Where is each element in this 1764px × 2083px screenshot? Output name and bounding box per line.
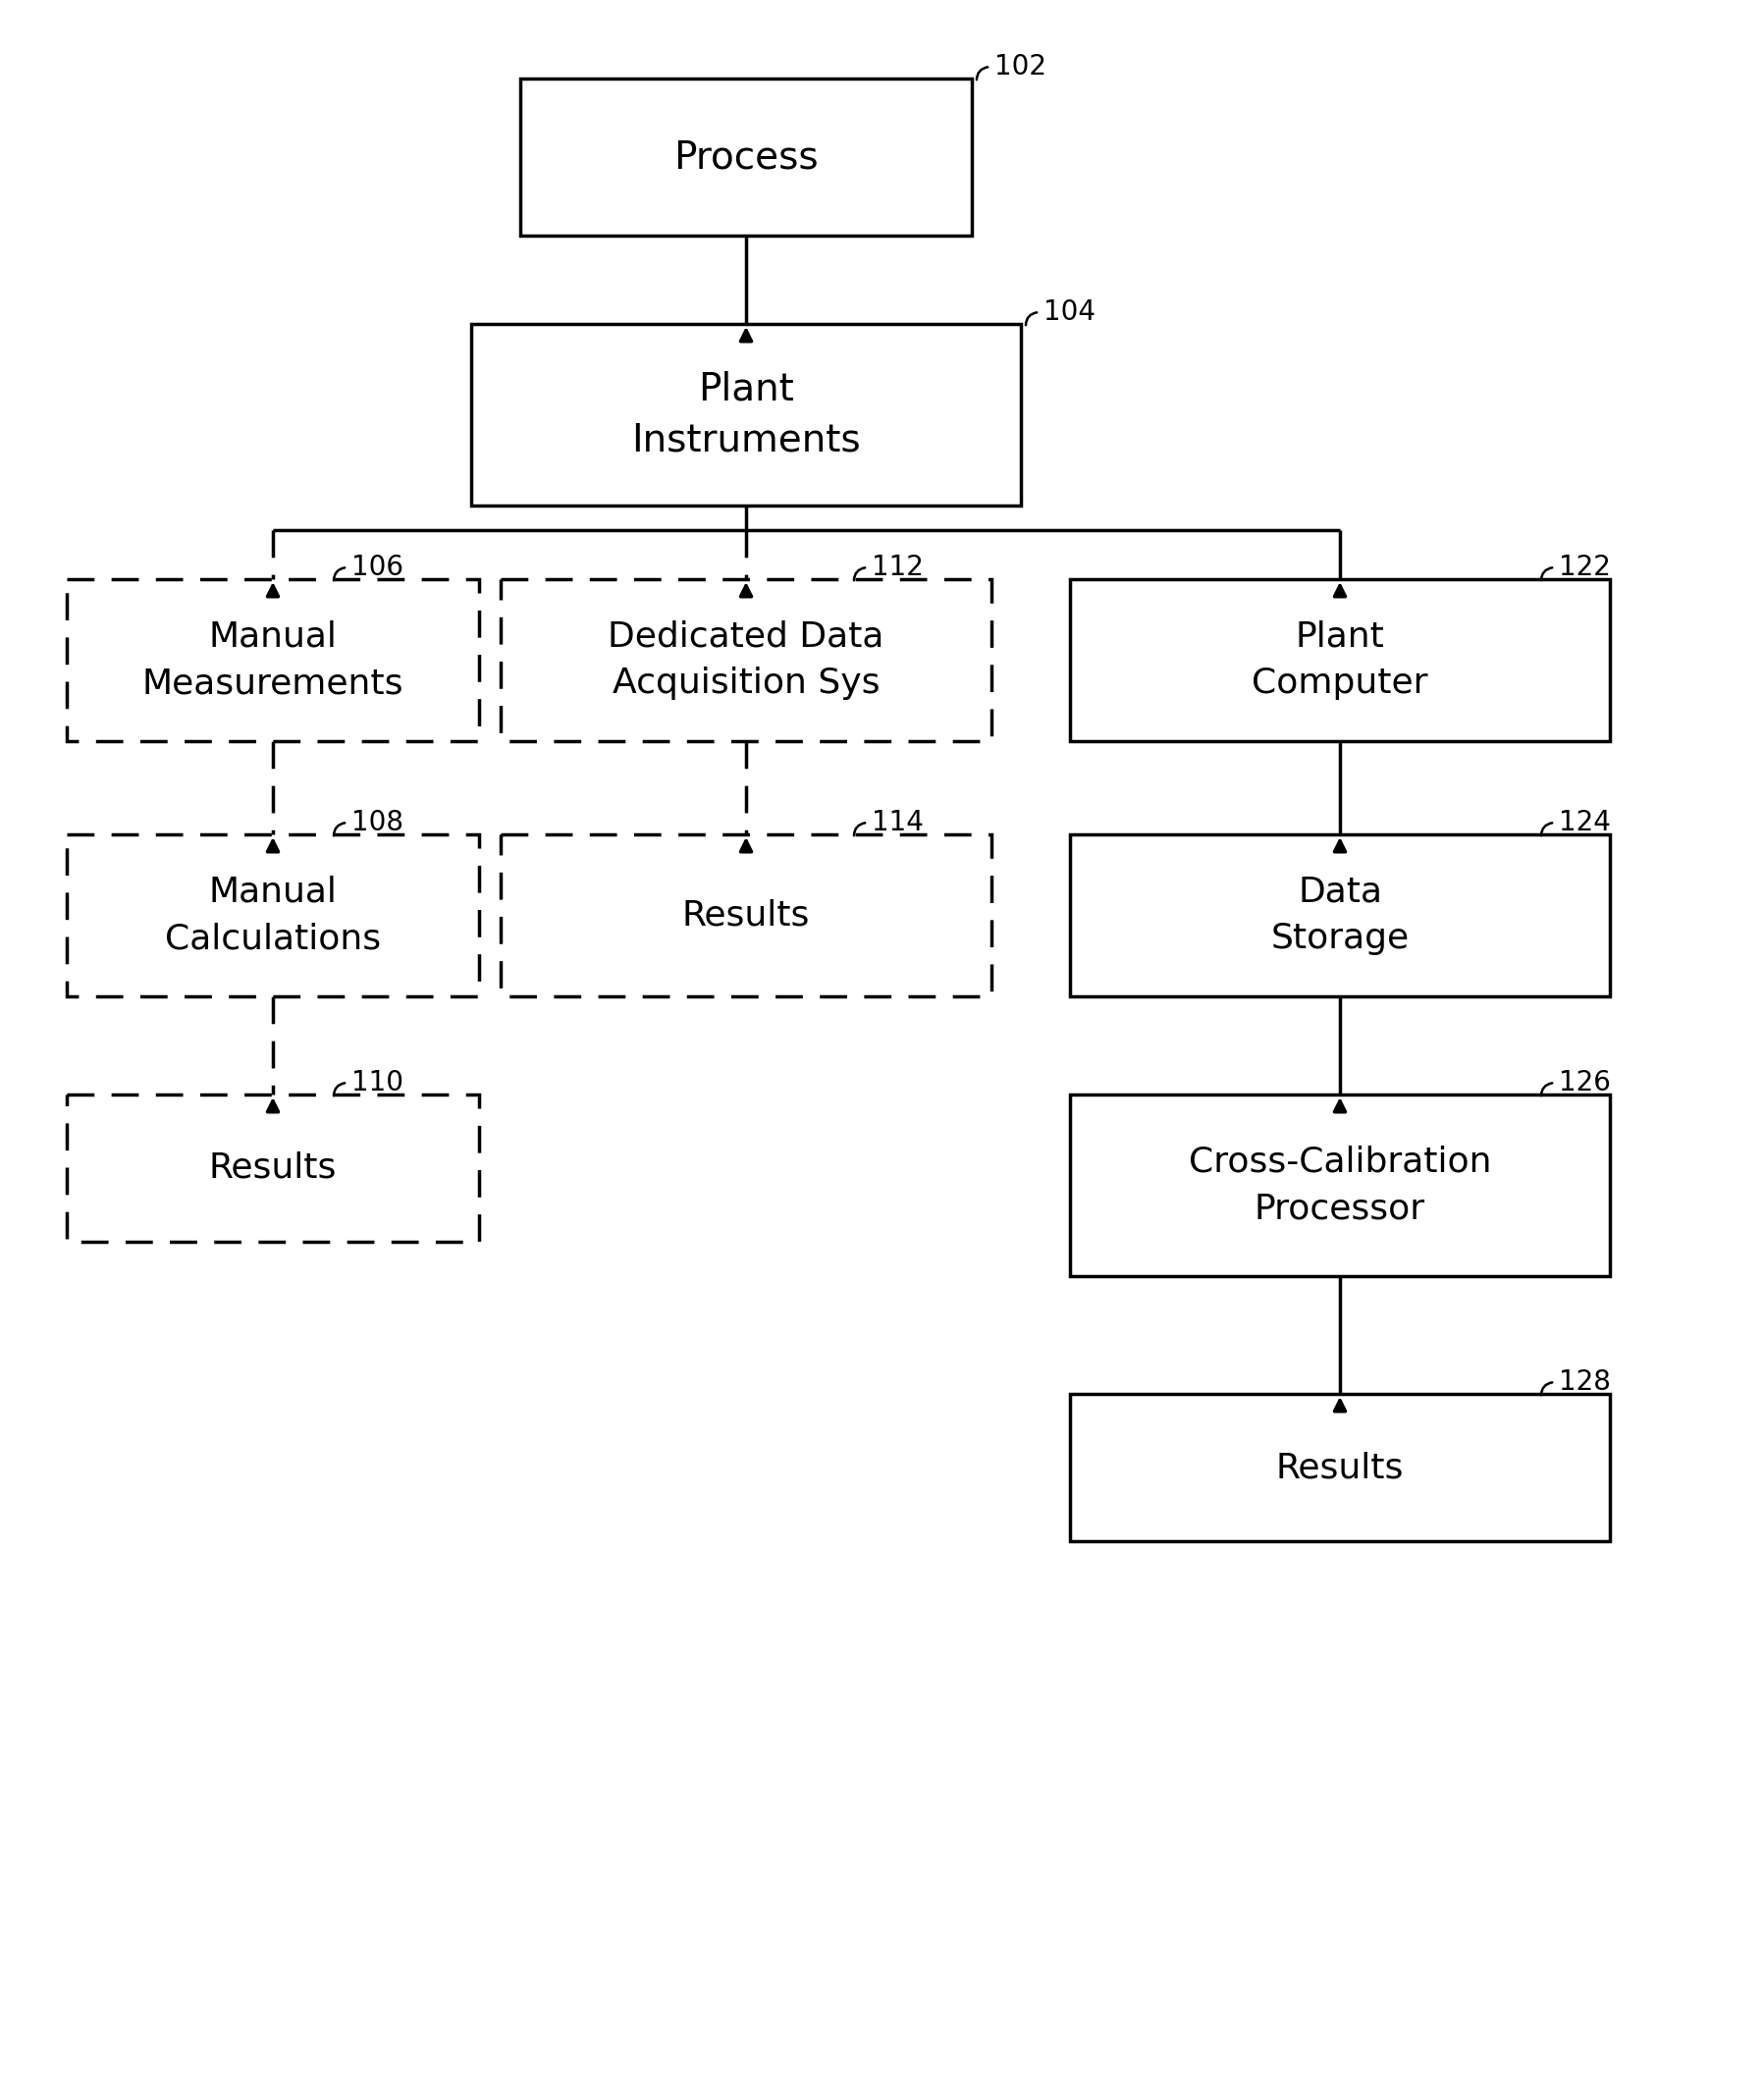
Bar [67,1094,480,1241]
Bar [520,79,972,235]
Text: Manual
Calculations: Manual Calculations [164,875,381,956]
Bar [1071,1094,1611,1277]
Bar [1071,835,1611,996]
Bar [471,325,1021,506]
Text: Results: Results [683,898,810,931]
Text: Data
Storage: Data Storage [1270,875,1409,956]
Text: Results: Results [208,1152,337,1185]
Bar [1071,1394,1611,1541]
Text: Plant
Instruments: Plant Instruments [632,371,861,460]
Text: 128: 128 [1559,1369,1611,1396]
Text: 112: 112 [871,554,924,581]
Text: 114: 114 [871,808,924,837]
Text: 124: 124 [1559,808,1611,837]
Text: 106: 106 [351,554,404,581]
Text: 110: 110 [351,1069,404,1096]
Bar [1071,579,1611,742]
Text: Dedicated Data
Acquisition Sys: Dedicated Data Acquisition Sys [609,621,884,700]
Bar [501,835,991,996]
Bar [501,579,991,742]
Text: 108: 108 [351,808,404,837]
Bar [67,835,480,996]
Text: 104: 104 [1044,298,1095,325]
Text: 102: 102 [995,52,1046,81]
Text: Process: Process [674,137,818,175]
Bar [67,579,480,742]
Text: 126: 126 [1559,1069,1611,1096]
Text: 122: 122 [1559,554,1611,581]
Text: Results: Results [1275,1452,1404,1485]
Text: Plant
Computer: Plant Computer [1252,621,1429,700]
Text: Manual
Measurements: Manual Measurements [143,621,404,700]
Text: Cross-Calibration
Processor: Cross-Calibration Processor [1189,1146,1491,1225]
